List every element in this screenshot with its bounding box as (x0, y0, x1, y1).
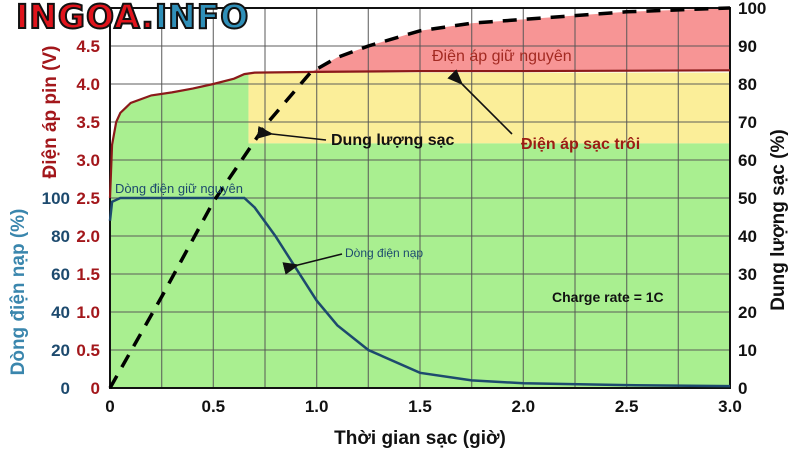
capacity-tick-label: 20 (738, 303, 757, 322)
current-tick-label: 60 (51, 265, 70, 284)
capacity-tick-label: 0 (738, 379, 747, 398)
x-tick-label: 2.5 (615, 397, 639, 416)
capacity-tick-label: 80 (738, 75, 757, 94)
region-yellow (248, 72, 730, 144)
current-axis-title: Dòng điện nạp (%) (8, 209, 29, 376)
capacity-tick-label: 100 (738, 0, 766, 18)
arrow-float (447, 69, 513, 135)
annotation-cv: Điện áp giữ nguyên (432, 48, 572, 65)
arrow-capacity (256, 126, 327, 141)
arrow-current (282, 253, 343, 275)
voltage-tick-label: 3.5 (76, 113, 100, 132)
region-red (310, 8, 730, 73)
x-tick-label: 2.0 (512, 397, 536, 416)
x-tick-label: 1.0 (305, 397, 329, 416)
current-tick-label: 40 (51, 303, 70, 322)
capacity-tick-label: 50 (738, 189, 757, 208)
voltage-tick-label: 0.5 (76, 341, 100, 360)
capacity-tick-label: 10 (738, 341, 757, 360)
voltage-axis-title: Điện áp pin (V) (40, 46, 61, 179)
voltage-tick-label: 1.0 (76, 303, 100, 322)
voltage-tick-label: 1.5 (76, 265, 100, 284)
x-tick-label: 3.0 (718, 397, 742, 416)
voltage-tick-label: 0 (91, 379, 100, 398)
current-tick-label: 20 (51, 341, 70, 360)
capacity-tick-label: 60 (738, 151, 757, 170)
x-axis-title: Thời gian sạc (giờ) (334, 428, 506, 449)
current-tick-label: 0 (61, 379, 70, 398)
x-tick-label: 1.5 (408, 397, 432, 416)
x-tick-label: 0.5 (202, 397, 226, 416)
current-tick-label: 100 (42, 189, 70, 208)
voltage-tick-label: 4.5 (76, 37, 100, 56)
annotation-float: Điện áp sạc trôi (521, 136, 640, 153)
x-tick-label: 0 (105, 397, 114, 416)
annotation-current: Dòng điện nạp (345, 246, 423, 260)
voltage-tick-label: 2.5 (76, 189, 100, 208)
voltage-tick-label: 2.0 (76, 227, 100, 246)
voltage-tick-label: 3.0 (76, 151, 100, 170)
capacity-dashed-line (108, 6, 731, 389)
capacity-axis-title: Dung lượng sạc (%) (768, 129, 789, 310)
capacity-tick-label: 40 (738, 227, 757, 246)
annotation-rate: Charge rate = 1C (552, 289, 664, 305)
current-line (108, 196, 731, 388)
capacity-tick-label: 30 (738, 265, 757, 284)
capacity-tick-label: 70 (738, 113, 757, 132)
current-tick-label: 80 (51, 227, 70, 246)
logo: INGOA.INFO (15, 0, 250, 36)
capacity-tick-label: 90 (738, 37, 757, 56)
voltage-line (108, 69, 731, 199)
annotation-cc: Dòng điện giữ nguyên (115, 181, 243, 196)
voltage-tick-label: 4.0 (76, 75, 100, 94)
annotation-capacity: Dung lượng sạc (331, 132, 455, 149)
